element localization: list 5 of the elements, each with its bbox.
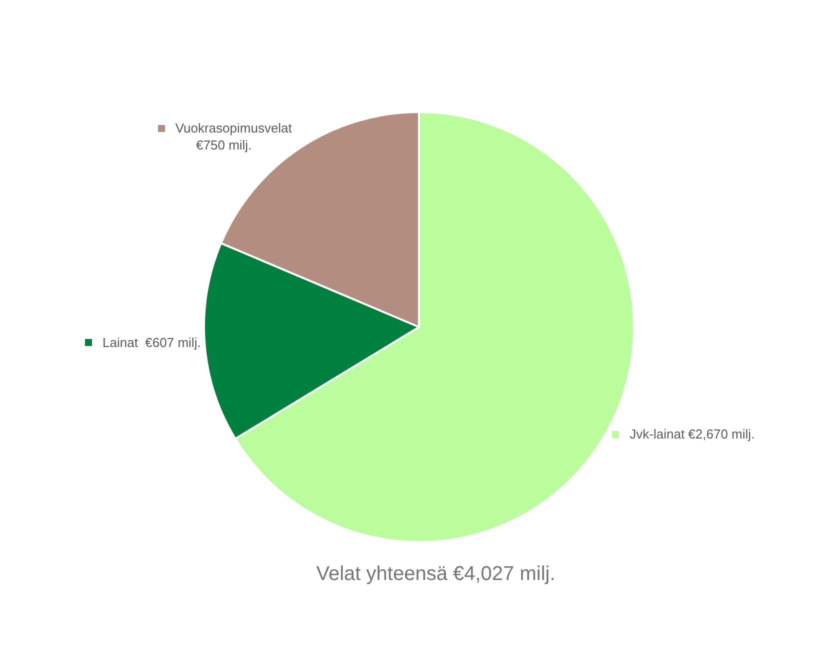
legend-label: Vuokrasopimusvelat — [156, 120, 292, 136]
legend-label: Lainat €607 milj. — [83, 335, 201, 350]
data-label: €750 milj. — [196, 138, 252, 153]
legend-label: Jvk-lainat €2,670 milj. — [610, 426, 755, 442]
text: Velat yhteensä €4,027 milj. — [316, 562, 556, 585]
